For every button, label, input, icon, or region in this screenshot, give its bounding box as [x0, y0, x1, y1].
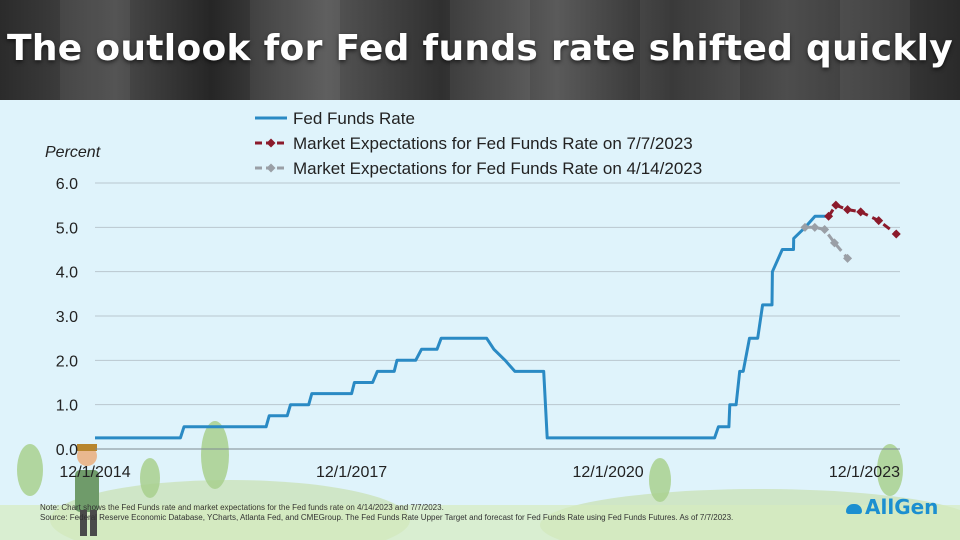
note-line: Note: Chart shows the Fed Funds rate and… [40, 503, 444, 512]
y-tick-label: 3.0 [56, 309, 78, 326]
legend-label: Fed Funds Rate [293, 109, 415, 128]
data-point-marker [856, 207, 866, 217]
banner-photo-strip [840, 0, 910, 100]
brand-logo-text: AllGen [865, 495, 939, 519]
banner-photo-strip [450, 0, 530, 100]
y-tick-label: 6.0 [56, 176, 78, 193]
landscape-decoration [0, 421, 960, 540]
brand-logo: AllGen [846, 495, 938, 519]
legend-label: Market Expectations for Fed Funds Rate o… [293, 159, 702, 178]
series-2 [824, 200, 901, 239]
legend-label: Market Expectations for Fed Funds Rate o… [293, 134, 693, 153]
data-point-marker [843, 253, 853, 263]
y-tick-label: 1.0 [56, 398, 78, 415]
legend-marker [266, 163, 276, 173]
data-point-marker [800, 222, 810, 232]
banner-photo-strip [60, 0, 130, 100]
hiker-figure [75, 444, 99, 536]
data-point-marker [810, 222, 820, 232]
series-line [95, 214, 830, 440]
x-tick-label: 12/1/2014 [59, 464, 130, 481]
data-point-marker [829, 238, 839, 248]
header-banner: The outlook for Fed funds rate shifted q… [0, 0, 960, 100]
banner-photo-strip [640, 0, 740, 100]
legend-item-3: Market Expectations for Fed Funds Rate o… [255, 159, 702, 178]
x-tick-label: 12/1/2020 [573, 464, 644, 481]
data-point-marker [820, 225, 830, 235]
y-tick-label: 4.0 [56, 265, 78, 282]
page-title: The outlook for Fed funds rate shifted q… [7, 28, 953, 69]
series-line [827, 203, 898, 236]
legend-item-1: Fed Funds Rate [255, 109, 415, 128]
data-point-marker [831, 200, 841, 210]
x-tick-label: 12/1/2023 [829, 464, 900, 481]
source-line: Source: Federal Reserve Economic Databas… [40, 513, 734, 522]
legend-marker [266, 138, 276, 148]
y-tick-label: 0.0 [56, 442, 78, 459]
data-point-marker [824, 211, 834, 221]
series-1 [95, 214, 830, 440]
y-tick-label: 5.0 [56, 220, 78, 237]
data-point-marker [874, 216, 884, 226]
y-axis-label: Percent [45, 144, 101, 161]
chart-note: Note: Chart shows the Fed Funds rate and… [40, 503, 920, 523]
series-3 [800, 222, 853, 263]
data-point-marker [843, 205, 853, 215]
cloud-icon [846, 503, 862, 514]
data-point-marker [891, 229, 901, 239]
y-tick-label: 2.0 [56, 353, 78, 370]
x-tick-label: 12/1/2017 [316, 464, 387, 481]
legend-item-2: Market Expectations for Fed Funds Rate o… [255, 134, 693, 153]
banner-photo-strip [250, 0, 340, 100]
